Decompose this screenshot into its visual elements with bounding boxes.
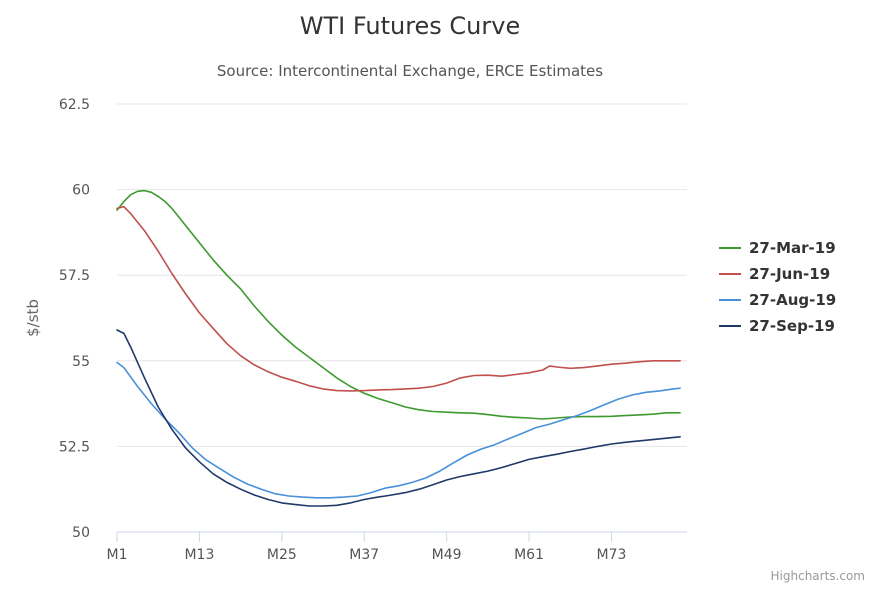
- x-tick-label: M49: [432, 547, 462, 563]
- series-lines: [116, 189, 681, 507]
- x-axis-ticks: M1 M13 M25 M37 M49 M61 M73: [107, 532, 627, 563]
- series-line-2[interactable]: [116, 205, 681, 392]
- chart-subtitle: Source: Intercontinental Exchange, ERCE …: [217, 62, 603, 80]
- legend-label: 27-Sep-19: [749, 317, 835, 335]
- x-tick-label: M61: [514, 547, 544, 563]
- series-line-1[interactable]: [116, 189, 681, 420]
- y-tick-label: 60: [72, 183, 90, 199]
- chart-title: WTI Futures Curve: [300, 12, 520, 40]
- legend-label: 27-Aug-19: [749, 291, 836, 309]
- legend-item[interactable]: 27-Mar-19: [719, 239, 836, 257]
- y-axis-title: $/stb: [24, 299, 42, 337]
- legend-item[interactable]: 27-Aug-19: [719, 291, 836, 309]
- y-tick-label: 62.5: [59, 97, 90, 113]
- legend-item[interactable]: 27-Sep-19: [719, 317, 835, 335]
- grid: [117, 103, 687, 533]
- y-tick-label: 55: [72, 354, 90, 370]
- x-tick-label: M13: [184, 547, 214, 563]
- credits-link[interactable]: Highcharts.com: [771, 569, 865, 583]
- x-tick-label: M37: [349, 547, 379, 563]
- legend[interactable]: 27-Mar-19 27-Jun-19 27-Aug-19 27-Sep-19: [719, 239, 836, 335]
- y-tick-label: 57.5: [59, 268, 90, 284]
- legend-label: 27-Jun-19: [749, 265, 830, 283]
- series-line-4[interactable]: [116, 329, 681, 507]
- legend-item[interactable]: 27-Jun-19: [719, 265, 830, 283]
- y-axis-ticks: 50 52.5 55 57.5 60 62.5: [59, 97, 90, 541]
- y-tick-label: 52.5: [59, 439, 90, 455]
- x-tick-label: M73: [597, 547, 627, 563]
- legend-label: 27-Mar-19: [749, 239, 836, 257]
- x-tick-label: M25: [267, 547, 297, 563]
- series-line-3[interactable]: [116, 361, 681, 499]
- x-tick-label: M1: [107, 547, 128, 563]
- y-tick-label: 50: [72, 525, 90, 541]
